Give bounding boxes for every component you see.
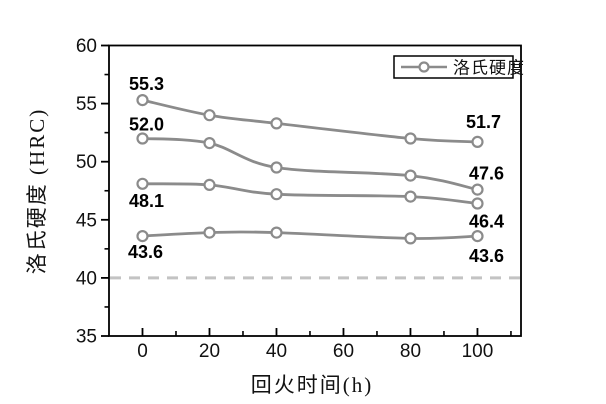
tick-label-layer: 0 20 40 60 80 100 35 40 45 50 55 60 [76,36,493,362]
value-annotation: 47.6 [469,164,504,184]
y-axis-title: 洛氏硬度 (HRC) [25,108,49,274]
x-tick-label: 80 [400,341,421,362]
y-tick-label: 55 [76,94,97,115]
series-layer [136,93,484,245]
annotation-layer: 55.3 52.0 48.1 43.6 51.7 47.6 46.4 43.6 [128,74,504,266]
legend-circle-marker-icon [418,61,430,73]
hardness-series-3-line [141,182,479,205]
x-tick-label: 20 [199,341,220,362]
hardness-series-3-marker [136,177,149,190]
x-tick-label: 0 [137,341,148,362]
hardness-series-2-marker [270,161,283,174]
hardness-series-3-marker [404,190,417,203]
hardness-series-3-marker [203,178,216,191]
value-annotation: 46.4 [469,212,504,232]
value-annotation: 43.6 [469,246,504,266]
hardness-series-2-marker [203,137,216,150]
x-tick-label: 60 [333,341,354,362]
value-annotation: 52.0 [129,115,164,135]
hardness-series-4-line [141,230,479,240]
hardness-series-1-line [141,98,479,144]
y-tick-label: 60 [76,36,97,57]
x-axis-title: 回火时间(h) [251,373,374,397]
hardness-series-1-marker [203,109,216,122]
hardness-series-4-marker [471,230,484,243]
hardness-series-4-marker [270,226,283,239]
legend-entry-label: 洛氏硬度 [453,59,525,78]
y-tick-label: 35 [76,327,97,348]
value-annotation: 55.3 [129,74,164,94]
hardness-series-4-marker [203,226,216,239]
x-tick-label: 40 [266,341,287,362]
hardness-series-1-marker [270,117,283,130]
hardness-series-2-marker [136,132,149,145]
legend: 洛氏硬度 [393,55,525,79]
value-annotation: 48.1 [129,191,164,211]
y-tick-label: 45 [76,210,97,231]
plot-frame [108,44,522,337]
hardness-series-3-marker [471,197,484,210]
y-tick-label: 50 [76,152,97,173]
hardness-series-2-marker [404,169,417,182]
hardness-series-3-marker [270,188,283,201]
hardness-series-2-line [141,137,479,191]
hardness-series-1-marker [471,135,484,148]
hardness-series-1-marker [404,132,417,145]
value-annotation: 51.7 [466,112,501,132]
hardness-series-4-marker [404,232,417,245]
value-annotation: 43.6 [128,242,163,262]
y-tick-label: 40 [76,268,97,289]
hardness-series-4-marker [136,230,149,243]
x-tick-label: 100 [462,341,494,362]
hardness-series-1-marker [136,93,149,107]
hardness-series-2-marker [471,183,484,196]
